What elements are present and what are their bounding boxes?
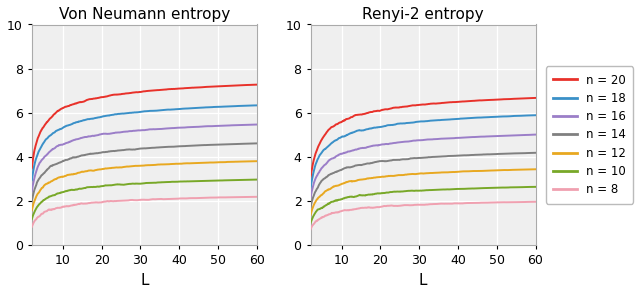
Title: Renyi-2 entropy: Renyi-2 entropy: [362, 7, 484, 22]
X-axis label: L: L: [419, 273, 428, 288]
Title: Von Neumann entropy: Von Neumann entropy: [59, 7, 230, 22]
X-axis label: L: L: [140, 273, 148, 288]
Legend: n = 20, n = 18, n = 16, n = 14, n = 12, n = 10, n = 8: n = 20, n = 18, n = 16, n = 14, n = 12, …: [546, 66, 633, 204]
